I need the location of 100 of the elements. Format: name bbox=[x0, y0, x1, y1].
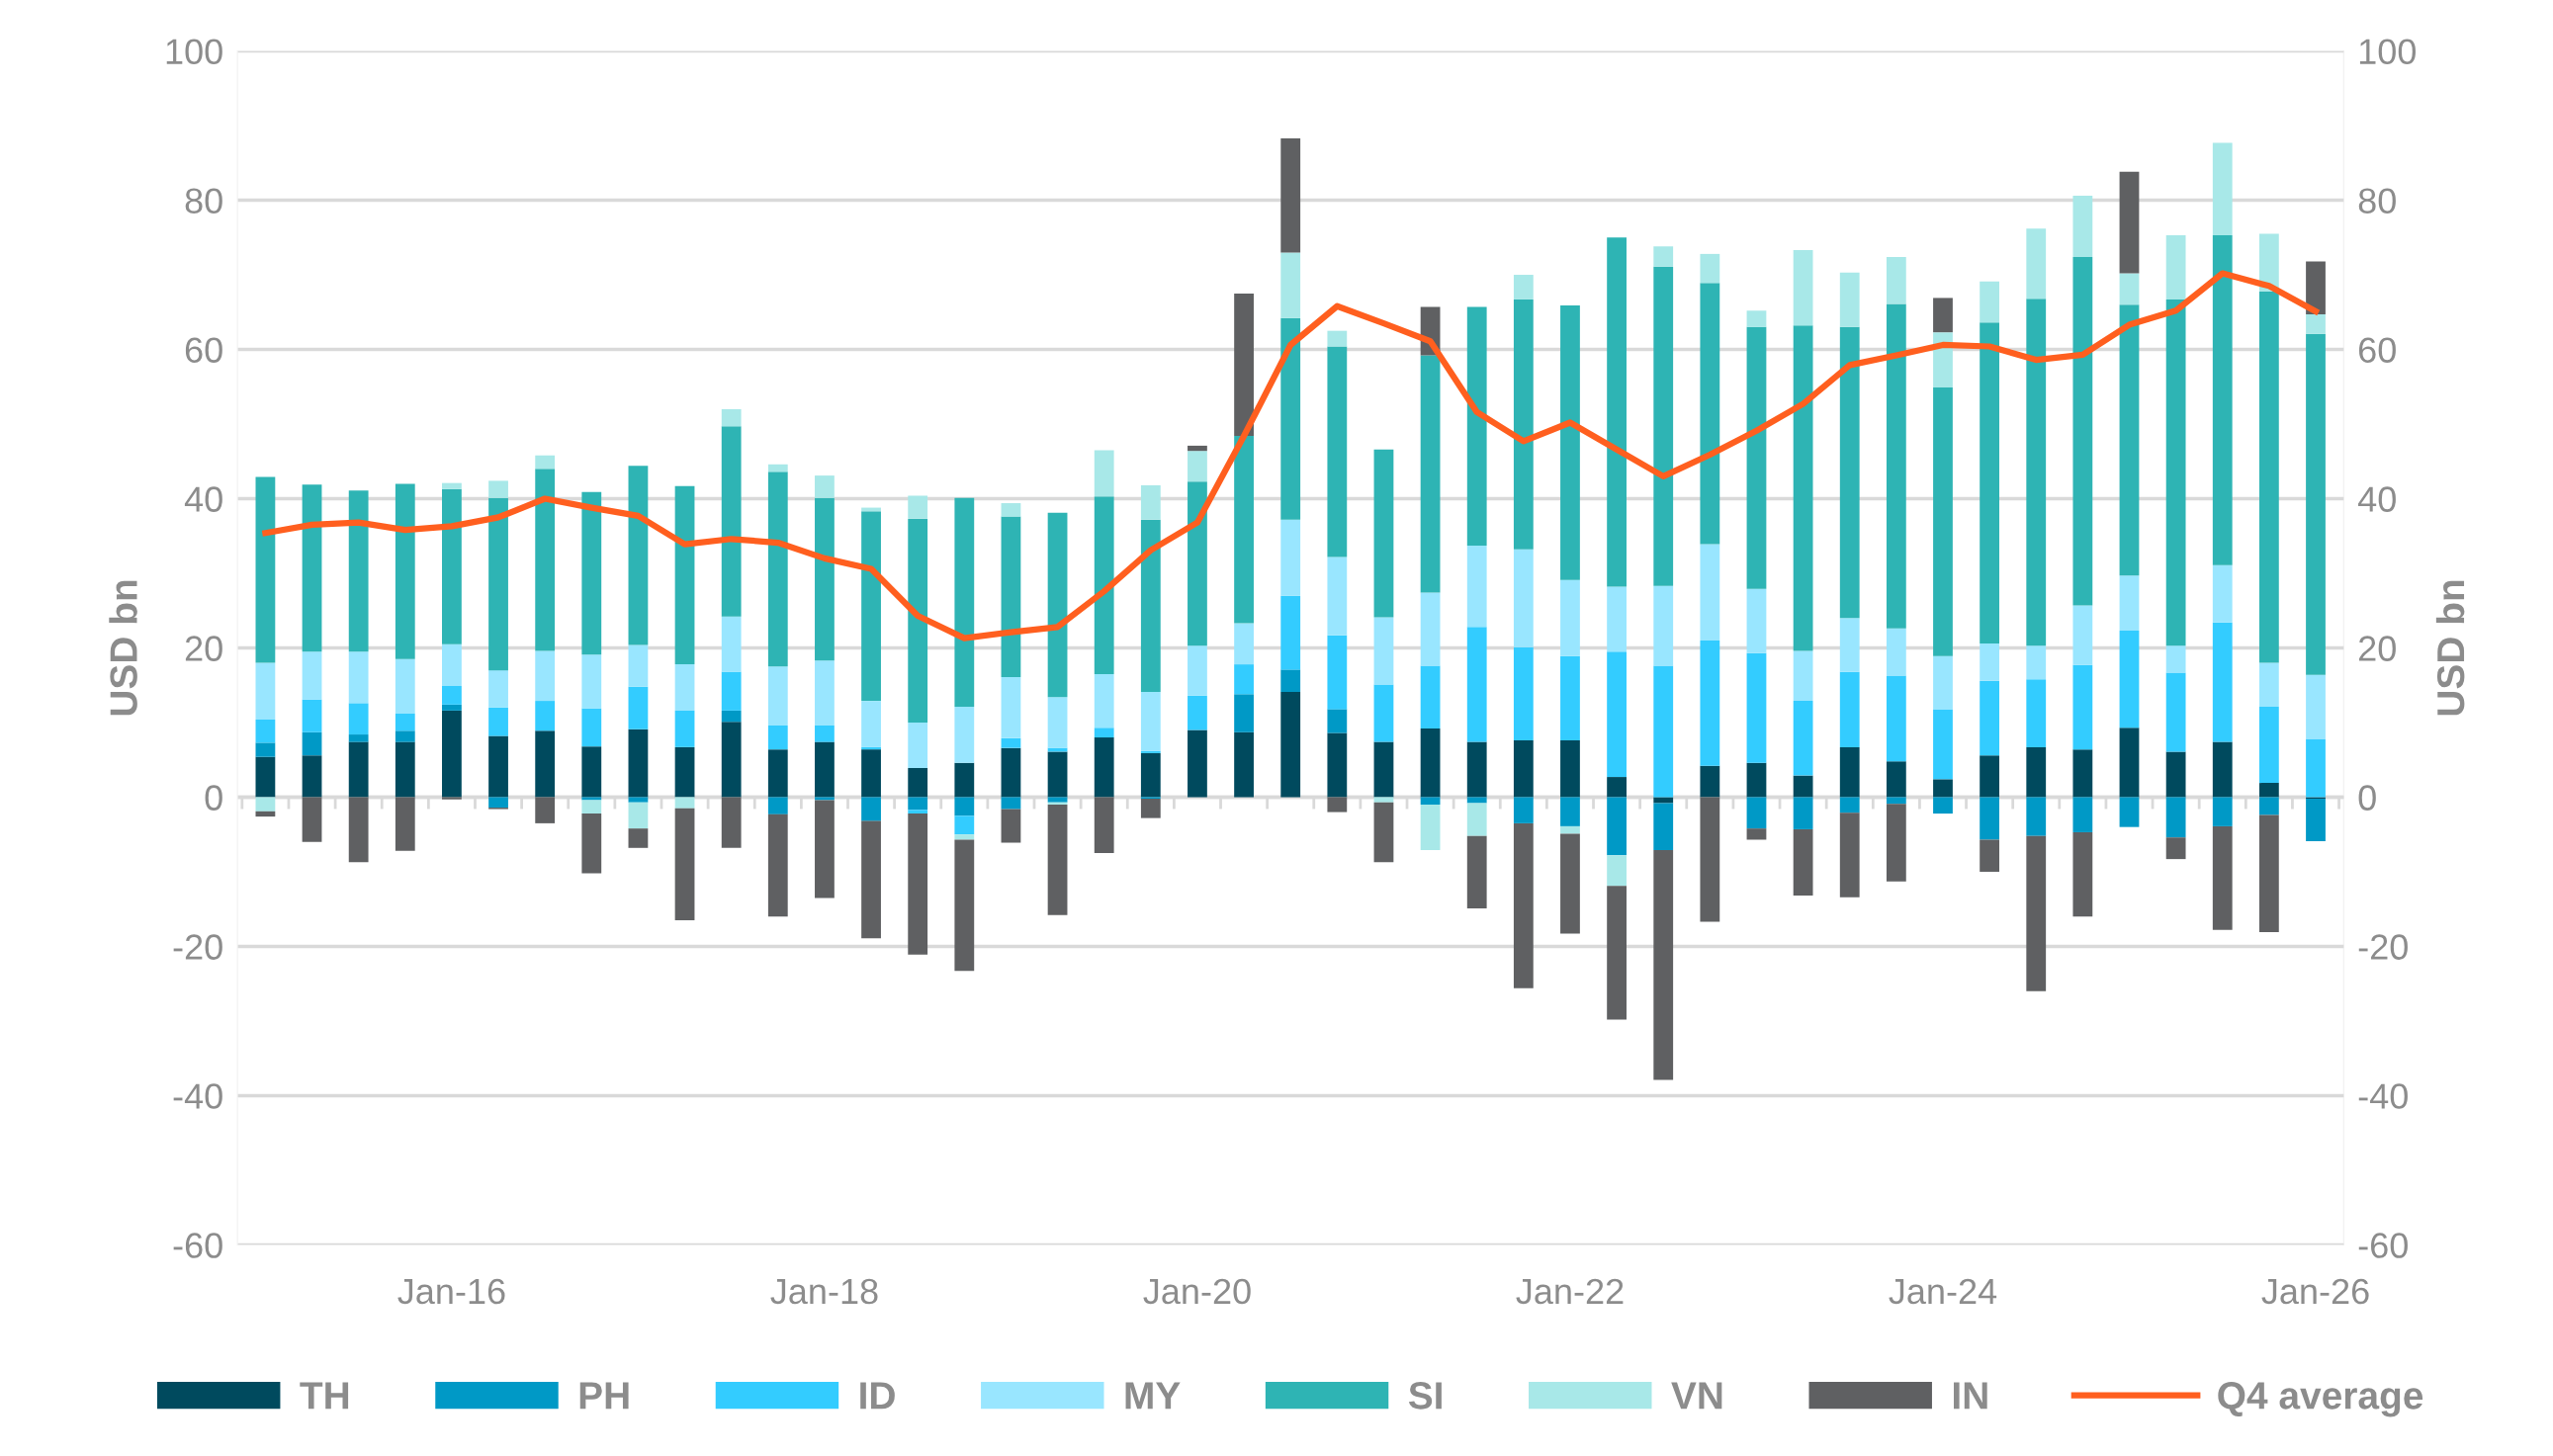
bar bbox=[2306, 261, 2326, 315]
bar bbox=[2212, 797, 2233, 826]
bar bbox=[1607, 586, 1627, 652]
bar bbox=[1560, 655, 1580, 741]
bar bbox=[581, 491, 602, 655]
bar bbox=[1373, 617, 1394, 685]
bar bbox=[1513, 797, 1534, 823]
bar bbox=[1793, 250, 1813, 326]
bar bbox=[2072, 196, 2093, 257]
bar bbox=[1140, 692, 1161, 751]
bar bbox=[767, 464, 788, 472]
bar bbox=[2026, 746, 2047, 798]
x-tick-label: Jan-20 bbox=[1143, 1278, 1251, 1305]
bar bbox=[1001, 737, 1021, 748]
bar bbox=[1094, 797, 1114, 854]
y-tick-label: -40 bbox=[173, 1083, 222, 1109]
legend-label: PH bbox=[579, 1382, 629, 1410]
bar bbox=[1140, 752, 1161, 798]
bar bbox=[2119, 171, 2140, 274]
y2-tick-label: -60 bbox=[2358, 1233, 2408, 1258]
bar bbox=[1001, 676, 1021, 738]
bar bbox=[302, 731, 322, 756]
bar bbox=[954, 497, 975, 708]
bar bbox=[1373, 797, 1394, 803]
bar bbox=[1653, 850, 1674, 1080]
bar bbox=[255, 719, 276, 743]
bar bbox=[1327, 635, 1348, 710]
bar bbox=[488, 480, 508, 498]
bar bbox=[1933, 797, 1953, 814]
bar bbox=[1327, 346, 1348, 557]
bar bbox=[2165, 645, 2186, 673]
bar bbox=[1560, 304, 1580, 580]
bar bbox=[721, 408, 742, 427]
bar bbox=[1280, 317, 1301, 520]
bar bbox=[348, 741, 369, 798]
bar bbox=[1513, 740, 1534, 798]
bar bbox=[721, 797, 742, 848]
bar bbox=[1607, 777, 1627, 798]
bar bbox=[1047, 512, 1068, 698]
bar bbox=[348, 490, 369, 652]
bar bbox=[908, 518, 928, 723]
bar bbox=[2119, 797, 2140, 827]
bar bbox=[674, 797, 695, 809]
bar bbox=[1001, 797, 1021, 810]
bar bbox=[1373, 741, 1394, 798]
bar bbox=[1188, 645, 1207, 696]
bar bbox=[1513, 275, 1534, 300]
bar bbox=[1140, 484, 1161, 520]
bar bbox=[954, 797, 975, 816]
bar bbox=[2212, 235, 2233, 565]
bar bbox=[954, 839, 975, 972]
bar bbox=[1746, 652, 1767, 763]
bar bbox=[1886, 628, 1906, 676]
bar bbox=[721, 616, 742, 672]
bar bbox=[767, 726, 788, 750]
bar bbox=[1094, 737, 1114, 798]
bar bbox=[1140, 519, 1161, 693]
bar bbox=[2212, 622, 2233, 742]
bar bbox=[1560, 579, 1580, 656]
bar bbox=[581, 746, 602, 798]
bar bbox=[1466, 546, 1487, 628]
bar bbox=[1513, 822, 1534, 988]
bar bbox=[628, 728, 649, 798]
bar bbox=[1793, 775, 1813, 798]
bar bbox=[1933, 655, 1953, 710]
bar bbox=[1607, 237, 1627, 587]
bar bbox=[442, 704, 462, 711]
bar bbox=[628, 828, 649, 848]
bar bbox=[1001, 516, 1021, 677]
bar bbox=[767, 749, 788, 798]
bar bbox=[1746, 588, 1767, 653]
bar bbox=[1886, 804, 1906, 882]
bar bbox=[1001, 809, 1021, 843]
bar bbox=[2026, 299, 2047, 646]
y2-tick-label: 40 bbox=[2357, 486, 2396, 512]
bar bbox=[1980, 642, 2000, 681]
bar bbox=[1793, 797, 1813, 829]
bar bbox=[815, 726, 835, 742]
bar bbox=[1234, 664, 1254, 695]
bar bbox=[1560, 740, 1580, 798]
bar bbox=[1793, 828, 1813, 897]
bar bbox=[1886, 675, 1906, 762]
bar bbox=[1886, 303, 1906, 629]
bar bbox=[1746, 762, 1767, 798]
bar bbox=[1980, 680, 2000, 756]
bar bbox=[2306, 674, 2326, 739]
x-tick-label: Jan-24 bbox=[1889, 1278, 1997, 1305]
bar bbox=[1700, 283, 1720, 545]
bar bbox=[954, 707, 975, 763]
bar bbox=[2072, 749, 2093, 798]
bar bbox=[2258, 797, 2279, 815]
bar bbox=[2072, 831, 2093, 917]
bar bbox=[1280, 669, 1301, 693]
bar bbox=[1001, 747, 1021, 798]
bar bbox=[815, 741, 835, 798]
bar bbox=[2212, 741, 2233, 798]
bar bbox=[302, 699, 322, 732]
bar bbox=[1933, 709, 1953, 780]
legend-label: IN bbox=[1953, 1382, 1987, 1410]
y2-tick-label: 100 bbox=[2359, 39, 2416, 64]
